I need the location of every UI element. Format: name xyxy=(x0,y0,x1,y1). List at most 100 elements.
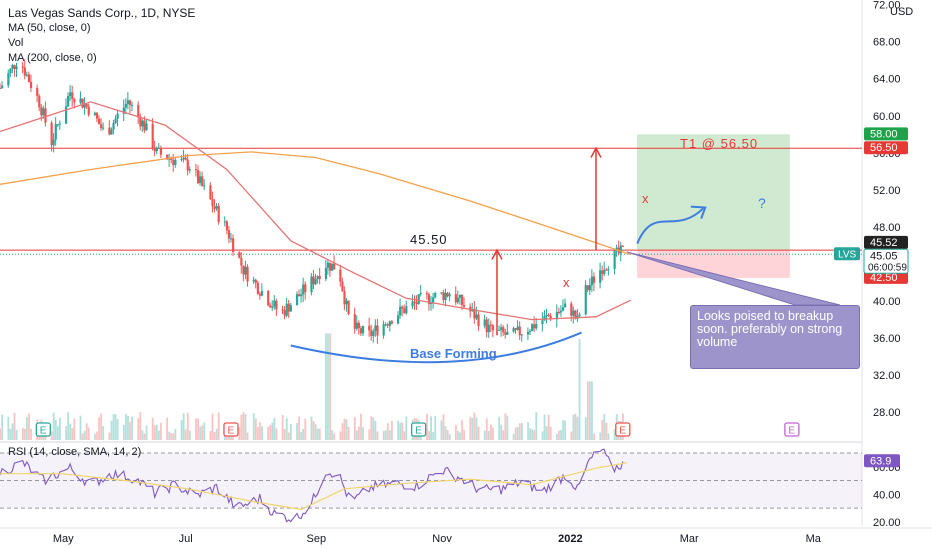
volume-bar xyxy=(52,412,55,440)
volume-bar xyxy=(333,433,336,440)
volume-bar xyxy=(174,428,177,440)
volume-bar xyxy=(217,412,220,440)
volume-bar xyxy=(374,420,377,440)
volume-bar xyxy=(607,433,610,440)
candle-body xyxy=(607,268,610,270)
volume-bar xyxy=(151,417,154,440)
x-mark-right: x xyxy=(642,191,649,206)
earnings-marker-1: E xyxy=(223,422,239,437)
rsi-tag-text: 63.9 xyxy=(870,455,891,467)
time-tick-4: 2022 xyxy=(558,533,582,545)
candle-body xyxy=(314,279,317,285)
volume-bar xyxy=(273,417,276,440)
candle-body xyxy=(475,314,478,319)
legend-vol[interactable]: Vol xyxy=(8,37,24,49)
candle-body xyxy=(318,276,321,280)
candle-body xyxy=(170,158,173,161)
candle-body xyxy=(502,327,505,333)
volume-bar xyxy=(564,420,567,440)
candle-body xyxy=(425,293,429,295)
candle-body xyxy=(157,147,160,149)
volume-bar xyxy=(560,429,562,440)
price-tag-text: 58.00 xyxy=(870,128,898,140)
volume-bar xyxy=(533,430,536,440)
volume-bar xyxy=(475,417,478,440)
volume-bar xyxy=(289,424,292,440)
candle-body xyxy=(456,297,460,303)
volume-bar xyxy=(471,417,474,440)
volume-bar xyxy=(94,433,96,440)
volume-bar xyxy=(339,431,342,440)
rsi-tick-2: 20.00 xyxy=(873,517,901,529)
volume-bar xyxy=(516,427,519,440)
volume-bar xyxy=(457,430,459,440)
candle-body xyxy=(343,291,346,305)
price-tick-6: 48.00 xyxy=(873,222,901,234)
volume-bar xyxy=(139,412,142,440)
price-tag-1: 56.50 xyxy=(864,141,908,155)
price-axis[interactable]: 72.0068.0064.0060.0056.0052.0048.0044.00… xyxy=(834,0,909,529)
volume-bar xyxy=(143,433,146,440)
candle-body xyxy=(514,328,517,330)
volume-bar xyxy=(116,419,119,440)
candle-body xyxy=(269,305,272,308)
volume-bar xyxy=(153,425,156,440)
candle-body xyxy=(23,67,26,76)
candle-body xyxy=(415,302,418,304)
price-tick-0: 72.00 xyxy=(873,0,901,12)
legend-ma200[interactable]: MA (200, close, 0) xyxy=(8,52,97,64)
volume-bar xyxy=(483,430,486,440)
candle-body xyxy=(242,265,245,275)
volume-bar xyxy=(261,426,263,440)
volume-bar xyxy=(131,416,133,440)
candle-body xyxy=(526,331,530,335)
volume-bar xyxy=(545,426,548,440)
candle-body xyxy=(42,108,45,116)
rsi-ma-line xyxy=(0,462,628,511)
volume-bar xyxy=(215,428,218,440)
candle-body xyxy=(252,279,255,282)
candle-body xyxy=(460,294,464,306)
price-tag-2: 45.52 xyxy=(864,235,908,249)
candle-body xyxy=(217,205,220,222)
volume-bar xyxy=(1,414,4,440)
note-callout[interactable]: Looks poised to breakup soon. preferably… xyxy=(690,305,860,369)
candle-body xyxy=(38,95,41,108)
volume-bar xyxy=(329,333,331,440)
volume-bar xyxy=(591,381,593,440)
time-tick-0: May xyxy=(53,533,74,545)
volume-bar xyxy=(256,426,259,440)
candle-body xyxy=(50,122,53,146)
horizontal-levels[interactable] xyxy=(0,147,862,255)
volume-bar xyxy=(87,427,90,440)
candle-body xyxy=(87,106,90,115)
level-label-45-50: 45.50 xyxy=(410,232,448,247)
candle-body xyxy=(126,100,130,105)
candle-body xyxy=(355,322,358,329)
volume-bar xyxy=(576,416,579,440)
volume-bar xyxy=(318,428,321,440)
volume-bar xyxy=(26,416,28,440)
volume-bar xyxy=(341,423,344,440)
candle-body xyxy=(238,252,241,258)
candle-body xyxy=(9,68,12,74)
candle-body xyxy=(613,250,616,269)
base-curve xyxy=(290,331,582,364)
question-mark: ? xyxy=(758,195,766,211)
symbol-title[interactable]: Las Vegas Sands Corp., 1D, NYSE xyxy=(8,6,196,20)
price-tick-9: 36.00 xyxy=(873,333,901,345)
candle-body xyxy=(430,303,433,305)
candle-body xyxy=(345,300,348,305)
volume-bar xyxy=(405,416,408,440)
time-axis[interactable]: May Jul Sep Nov 2022 Mar Ma xyxy=(53,533,822,545)
rsi-pane xyxy=(0,448,862,523)
target-label: T1 @ 56.50 xyxy=(680,136,758,151)
position-tool[interactable] xyxy=(637,134,790,278)
candle-body xyxy=(440,292,443,294)
legend-ma50[interactable]: MA (50, close, 0) xyxy=(8,22,91,34)
price-tag-text: 42.50 xyxy=(870,272,898,284)
volume-bar xyxy=(358,426,360,440)
rsi-legend[interactable]: RSI (14, close, SMA, 14, 2) xyxy=(8,446,142,458)
